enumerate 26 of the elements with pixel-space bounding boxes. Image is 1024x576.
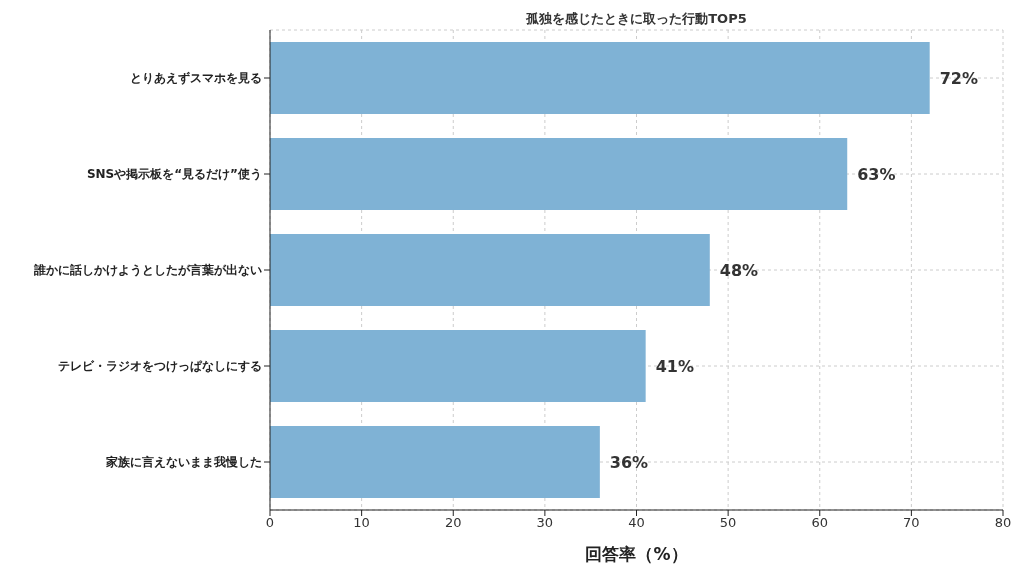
data-label: 36% — [609, 452, 649, 472]
y-tick-label: テレビ・ラジオをつけっぱなしにする — [58, 359, 262, 374]
x-tick-label: 30 — [536, 515, 554, 531]
x-tick-label: 60 — [811, 515, 829, 531]
bar — [270, 426, 600, 498]
data-label: 63% — [857, 164, 896, 184]
data-label: 48% — [719, 260, 759, 280]
y-tick-label: SNSや掲示板を“見るだけ”使う — [86, 167, 262, 182]
data-label: 72% — [939, 68, 978, 88]
data-label: 41% — [655, 356, 694, 376]
y-tick-label: 誰かに話しかけようとしたが言葉が出ない — [33, 263, 262, 278]
x-tick-label: 70 — [903, 515, 920, 531]
x-axis-title: 回答率（%） — [585, 544, 688, 564]
bar — [270, 330, 646, 402]
y-tick-label: とりあえずスマホを見る — [130, 71, 262, 86]
y-tick-label: 家族に言えないまま我慢した — [105, 455, 262, 470]
bar — [270, 42, 930, 114]
bar — [270, 234, 710, 306]
x-tick-label: 10 — [353, 515, 370, 531]
x-tick-label: 50 — [719, 515, 737, 531]
x-tick-label: 20 — [444, 515, 462, 531]
chart-title: 孤独を感じたときに取った行動TOP5 — [525, 10, 748, 28]
bar — [270, 138, 848, 210]
x-tick-label: 0 — [265, 515, 275, 531]
x-tick-label: 80 — [994, 515, 1012, 531]
x-tick-label: 40 — [628, 515, 645, 531]
